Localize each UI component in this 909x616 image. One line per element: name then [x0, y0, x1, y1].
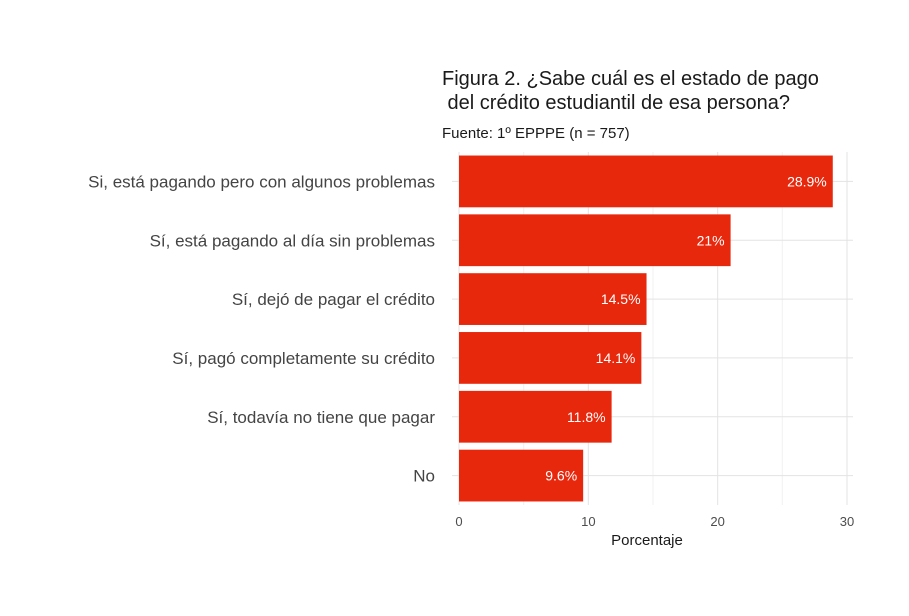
category-label: Sí, está pagando al día sin problemas [150, 231, 435, 250]
x-tick-label: 10 [581, 514, 595, 529]
x-tick-labels: 0 10 20 30 [455, 514, 854, 529]
x-tick-label: 0 [455, 514, 462, 529]
x-tick-label: 20 [710, 514, 724, 529]
bar [459, 390, 612, 443]
bar-value-label: 9.6% [545, 468, 577, 484]
bars: 28.9% 21% 14.5% 14.1% 11.8% 9.6% [459, 155, 833, 502]
x-tick-label: 30 [840, 514, 854, 529]
chart-subtitle: Fuente: 1º EPPPE (n = 757) [442, 125, 630, 142]
bar [459, 273, 647, 325]
category-label: Sí, pagó completamente su crédito [172, 349, 435, 368]
bar-value-label: 14.5% [601, 291, 641, 307]
bar-value-label: 28.9% [787, 173, 827, 189]
x-axis-label: Porcentaje [611, 532, 683, 549]
bar-value-label: 11.8% [567, 409, 606, 425]
category-labels: Si, está pagando pero con algunos proble… [88, 172, 435, 485]
chart-title-line-1: Figura 2. ¿Sabe cuál es el estado de pag… [442, 68, 819, 90]
bar [459, 214, 731, 267]
category-label: No [413, 467, 435, 486]
chart-title-line-2: del crédito estudiantil de esa persona? [442, 92, 791, 114]
bar-value-label: 14.1% [596, 350, 636, 366]
bar [459, 449, 584, 502]
bar-value-label: 21% [697, 232, 725, 248]
category-label: Sí, dejó de pagar el crédito [232, 290, 435, 309]
category-label: Si, está pagando pero con algunos proble… [88, 172, 435, 191]
category-label: Sí, todavía no tiene que pagar [207, 408, 435, 427]
bar [459, 155, 833, 208]
bar [459, 332, 642, 384]
